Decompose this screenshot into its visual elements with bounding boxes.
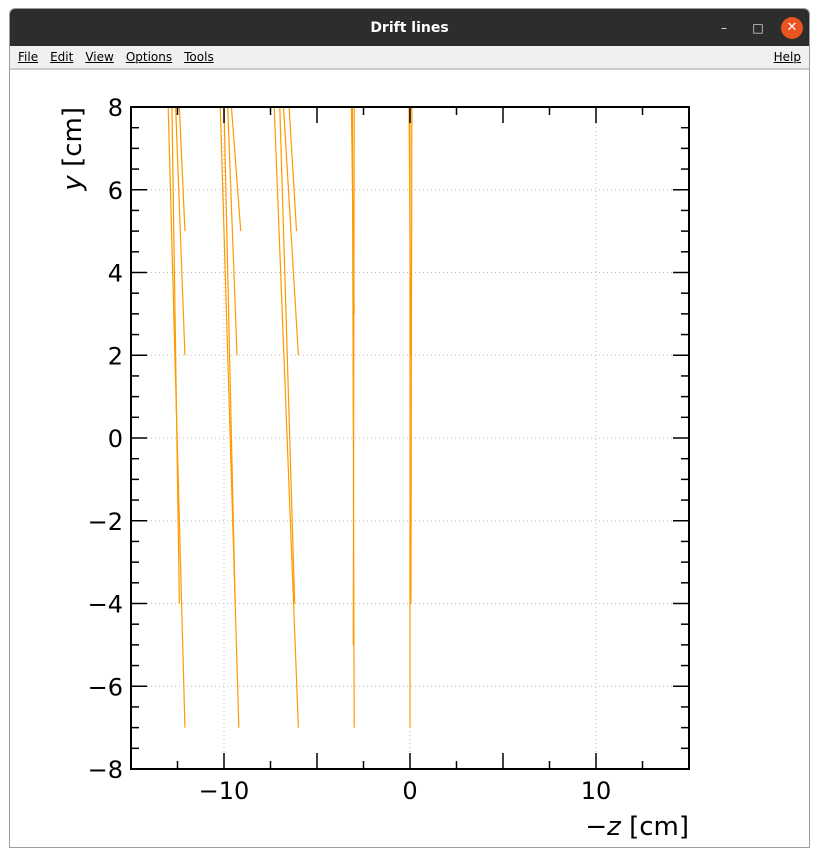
menu-tools[interactable]: Tools [184,50,214,64]
app-window: Drift lines – □ ✕ File Edit View Options… [9,8,810,848]
y-tick-label: 2 [108,342,123,370]
maximize-button[interactable]: □ [752,20,764,35]
y-tick-label: 8 [108,94,123,122]
drift-line [175,106,186,356]
drift-line [223,106,236,604]
x-tick-label: 0 [402,777,417,805]
drift-line [178,106,186,232]
drift-line [227,106,238,356]
drift-line [350,106,355,314]
y-axis-label: y [cm] [58,107,88,192]
drift-line [230,106,242,232]
window-controls: – □ ✕ [701,9,803,46]
x-tick-label: 10 [581,777,612,805]
x-axis-label: −z [cm] [585,812,689,842]
x-axis-label-var: z [606,812,622,842]
y-tick-label: −6 [88,673,123,701]
drift-line [171,106,180,604]
minimize-button[interactable]: – [721,20,727,35]
menu-view[interactable]: View [85,50,114,64]
plot-canvas[interactable]: −10 0 10 −8 −6 −4 −2 0 2 4 6 8 −z [cm] y [cm] [10,69,809,847]
tick-labels: −10 0 10 −8 −6 −4 −2 0 2 4 6 8 [88,94,612,805]
y-tick-label: −8 [88,756,123,784]
title-bar[interactable]: Drift lines – □ ✕ [10,9,809,46]
y-tick-label: 6 [108,177,123,205]
drift-line [410,106,413,604]
drift-line [219,106,240,728]
drift-line [279,106,296,604]
axis-ticks [130,106,690,770]
drift-lines [167,106,413,728]
y-tick-label: 0 [108,425,123,453]
drift-line [352,106,355,645]
drift-lines-chart: −10 0 10 −8 −6 −4 −2 0 2 4 6 8 −z [cm] y [cm] [58,94,690,842]
y-tick-label: −2 [88,508,123,536]
menu-file[interactable]: File [18,50,39,64]
y-tick-label: −4 [88,591,123,619]
menu-help[interactable]: Help [773,50,801,64]
drift-line [408,106,412,356]
drift-line [282,106,299,356]
menu-edit[interactable]: Edit [50,50,74,64]
y-axis-label-unit: [cm] [58,107,88,175]
close-button[interactable]: ✕ [781,16,803,39]
window-title: Drift lines [370,19,449,36]
x-axis-label-sign: − [585,812,607,842]
x-tick-label: −10 [199,777,250,805]
menu-options[interactable]: Options [125,50,173,64]
x-axis-label-unit: [cm] [621,812,689,842]
y-axis-label-var: y [58,175,88,192]
menu-bar: File Edit View Options Tools Help [10,46,809,69]
drift-line [288,106,298,232]
y-tick-label: 4 [108,260,123,288]
drift-line [273,106,299,728]
